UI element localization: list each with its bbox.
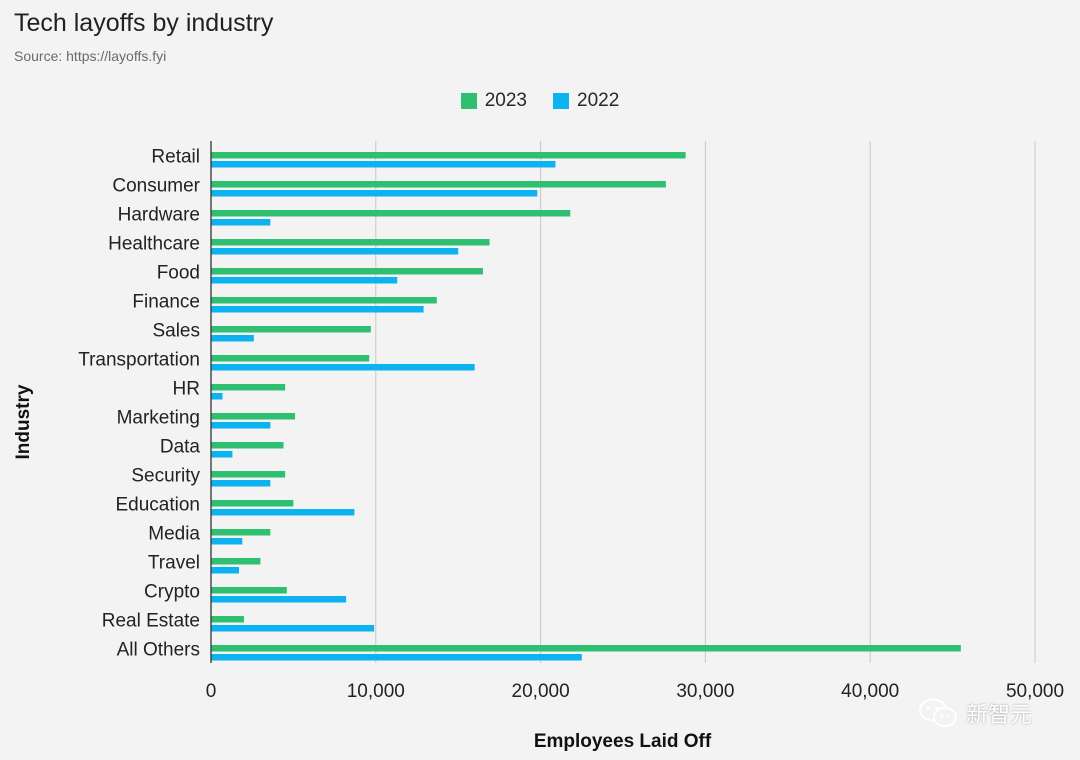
chart-title: Tech layoffs by industry — [14, 9, 274, 37]
bar-2022-media[interactable] — [211, 538, 243, 545]
y-tick-label: Security — [131, 466, 200, 487]
bar-2022-crypto[interactable] — [211, 596, 347, 603]
bar-2022-real-estate[interactable] — [211, 625, 375, 632]
y-axis-title-wrap: Industry — [10, 340, 40, 540]
y-tick-label: Finance — [132, 292, 200, 313]
bar-2022-security[interactable] — [211, 480, 271, 487]
x-tick-label: 40,000 — [841, 681, 899, 702]
y-tick-label: All Others — [117, 640, 200, 661]
bar-2023-all-others[interactable] — [211, 645, 961, 652]
y-axis-title: Industry — [13, 384, 34, 460]
wechat-icon — [919, 698, 957, 727]
y-tick-label: Healthcare — [108, 234, 200, 255]
legend-label-2022: 2022 — [577, 90, 620, 111]
bar-2023-travel[interactable] — [211, 558, 261, 565]
legend-swatch-2023 — [460, 93, 477, 109]
legend: 2023 2022 — [0, 90, 1080, 112]
legend-item-2023[interactable]: 2023 — [460, 90, 527, 112]
bar-2022-retail[interactable] — [211, 161, 556, 168]
bar-2023-finance[interactable] — [211, 297, 437, 304]
bar-2022-transportation[interactable] — [211, 364, 475, 371]
bar-2022-marketing[interactable] — [211, 422, 271, 429]
y-tick-label: Sales — [152, 321, 200, 342]
x-tick-label: 10,000 — [347, 681, 405, 702]
legend-swatch-2022 — [553, 93, 569, 109]
y-tick-label: Travel — [148, 553, 200, 574]
bar-2023-consumer[interactable] — [211, 181, 666, 188]
bar-2022-travel[interactable] — [211, 567, 240, 574]
y-tick-label: Retail — [151, 147, 200, 168]
x-tick-label: 30,000 — [676, 681, 734, 702]
bar-2023-data[interactable] — [211, 442, 284, 449]
bar-2023-media[interactable] — [211, 529, 271, 536]
y-tick-label: Consumer — [112, 176, 200, 197]
y-tick-label: Education — [115, 495, 200, 516]
y-tick-label: Media — [148, 524, 200, 545]
bar-2022-hr[interactable] — [211, 393, 223, 400]
y-tick-label: Crypto — [144, 582, 200, 603]
bar-2023-food[interactable] — [211, 268, 483, 275]
bar-2023-marketing[interactable] — [211, 413, 296, 420]
y-tick-label: HR — [173, 379, 200, 400]
y-tick-label: Food — [157, 263, 200, 284]
bar-2022-sales[interactable] — [211, 335, 254, 342]
y-tick-label: Marketing — [117, 408, 200, 429]
bar-2023-transportation[interactable] — [211, 355, 370, 362]
x-tick-label: 20,000 — [512, 681, 570, 702]
y-tick-label: Transportation — [78, 350, 200, 371]
bar-2023-crypto[interactable] — [211, 587, 287, 594]
watermark-text: 新智元 — [966, 702, 1033, 727]
legend-item-2022[interactable]: 2022 — [553, 90, 619, 112]
x-tick-label: 0 — [206, 681, 217, 702]
y-tick-label: Real Estate — [102, 611, 200, 632]
bar-2023-healthcare[interactable] — [211, 239, 490, 246]
x-tick-label: 50,000 — [1006, 681, 1064, 702]
bar-2023-real-estate[interactable] — [211, 616, 244, 623]
bar-2022-finance[interactable] — [211, 306, 424, 313]
bar-2023-education[interactable] — [211, 500, 294, 507]
bar-2023-security[interactable] — [211, 471, 286, 478]
bar-2022-food[interactable] — [211, 277, 398, 284]
chart-subtitle: Source: https://layoffs.fyi — [14, 48, 167, 64]
x-axis-title: Employees Laid Off — [533, 731, 712, 752]
bar-2023-hr[interactable] — [211, 384, 286, 391]
bar-2022-hardware[interactable] — [211, 219, 271, 226]
bar-2023-retail[interactable] — [211, 152, 686, 159]
bar-2022-healthcare[interactable] — [211, 248, 459, 255]
y-tick-label: Data — [160, 437, 201, 458]
bar-2022-all-others[interactable] — [211, 654, 582, 661]
y-tick-label: Hardware — [118, 205, 200, 226]
bar-2023-hardware[interactable] — [211, 210, 571, 217]
bar-2023-sales[interactable] — [211, 326, 371, 333]
watermark: 新智元 — [918, 697, 1032, 729]
bar-2022-education[interactable] — [211, 509, 355, 516]
bar-2022-consumer[interactable] — [211, 190, 538, 197]
bar-2022-data[interactable] — [211, 451, 233, 458]
legend-label-2023: 2023 — [484, 90, 527, 111]
